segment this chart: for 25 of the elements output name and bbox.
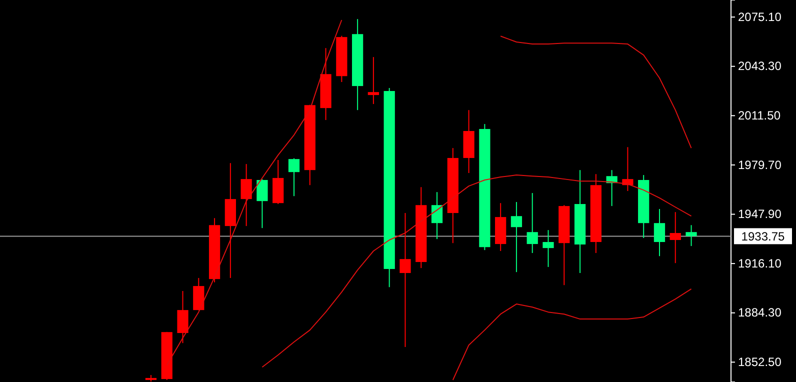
candlestick [177,290,188,344]
candlestick [622,146,634,192]
y-tick-label: 2043.30 [738,59,782,74]
candlestick [400,212,411,348]
y-tick-label: 1979.70 [738,158,782,172]
line-series [262,174,692,368]
y-tick-label: 1852.50 [738,354,782,369]
candlestick [431,192,443,240]
y-tick-label: 1916.10 [738,256,782,270]
y-tick-label: 2075.10 [738,10,782,24]
candlestick [670,212,681,264]
candlestick [288,158,300,197]
ref-line-label: 1933.75 [741,230,786,244]
candlestick [686,224,697,247]
candlestick [368,56,380,105]
candlestick [240,164,252,227]
y-tick-label: 2011.50 [738,108,781,122]
candlestick [256,178,268,229]
y-tick-label: 1884.30 [738,306,782,320]
y-tick-label: 1947.90 [738,207,782,222]
candlestick [526,192,538,254]
line-series [452,288,692,380]
candlestick [510,202,522,273]
candlestick [542,230,554,268]
candlestick [654,208,666,257]
